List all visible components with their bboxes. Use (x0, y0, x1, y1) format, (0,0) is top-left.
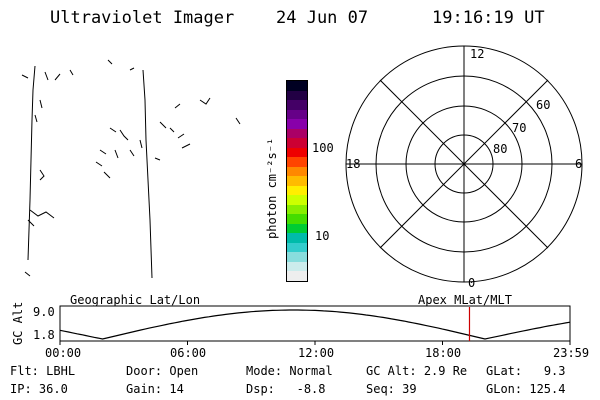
coastline-right (142, 69, 153, 279)
glon-label: GLon: (486, 382, 523, 396)
dsp-value: -8.8 (296, 382, 326, 396)
door-value: Open (169, 364, 199, 378)
colorbar-tick-100: 100 (312, 141, 334, 155)
colorbar-tick-10: 10 (315, 229, 330, 243)
mode-field: Mode: Normal (246, 364, 333, 378)
orbit-x-tick-label-0: 00:00 (45, 346, 82, 360)
gcalt-label: GC Alt: (366, 364, 417, 378)
lat-label-80: 80 (493, 142, 508, 156)
seq-value: 39 (402, 382, 417, 396)
colorbar-segment (287, 138, 307, 149)
colorbar-unit-label: photon cm⁻²s⁻¹ (265, 137, 279, 239)
geographic-label: Geographic Lat/Lon (70, 293, 201, 307)
seq-field: Seq: 39 (366, 382, 417, 396)
orbit-y-top: 9.0 (33, 305, 55, 319)
flt-value: LBHL (46, 364, 76, 378)
colorbar-segment (287, 147, 307, 158)
colorbar-segment (287, 271, 307, 282)
glat-field: GLat: 9.3 (486, 364, 566, 378)
mlt-label-12: 12 (470, 47, 485, 61)
orbit-frame (59, 305, 571, 342)
mlt-label-6: 6 (575, 157, 583, 171)
gcalt-field: GC Alt: 2.9 Re (366, 364, 467, 378)
altitude-curve (59, 309, 571, 340)
door-label: Door: (126, 364, 163, 378)
colorbar-segment (287, 157, 307, 168)
colorbar-segment (287, 242, 307, 253)
gcalt-value: 2.9 Re (423, 364, 468, 378)
app-title: Ultraviolet Imager (50, 8, 235, 28)
colorbar-segment (287, 252, 307, 263)
apex-label: Apex MLat/MLT (418, 293, 512, 307)
orbit-x-tick-label-2: 12:00 (298, 346, 335, 360)
orbit-y-bottom: 1.8 (33, 328, 55, 342)
polar-plot (345, 45, 583, 283)
mlt-label-0: 0 (468, 276, 476, 290)
gain-field: Gain: 14 (126, 382, 184, 396)
mlt-label-18: 18 (346, 157, 361, 171)
dsp-label: Dsp: (246, 382, 275, 396)
coast-fragments-top (21, 59, 135, 81)
colorbar-segment (287, 214, 307, 225)
time-label: 19:16:19 UT (432, 8, 545, 28)
glat-label: GLat: (486, 364, 523, 378)
polar-diagonal-2 (379, 79, 549, 249)
colorbar-segment (287, 109, 307, 120)
orbit-x-tick-label-3: 18:00 (425, 346, 462, 360)
lat-label-70: 70 (512, 121, 527, 135)
colorbar-segment (287, 176, 307, 187)
gain-label: Gain: (126, 382, 163, 396)
lat-label-60: 60 (536, 98, 551, 112)
seq-label: Seq: (366, 382, 395, 396)
orbit-axis-title: GC Alt (11, 301, 25, 345)
colorbar-segment (287, 128, 307, 139)
colorbar-segment (287, 81, 307, 92)
orbit-x-tick-label-1: 06:00 (170, 346, 207, 360)
flt-label: Flt: (10, 364, 39, 378)
colorbar-segment (287, 185, 307, 196)
coast-fragments-right (154, 97, 241, 161)
colorbar (286, 80, 308, 282)
mode-label: Mode: (246, 364, 283, 378)
colorbar-segment (287, 119, 307, 130)
glat-value: 9.3 (543, 364, 566, 378)
colorbar-segment (287, 100, 307, 111)
coastline-left (27, 65, 36, 261)
glon-value: 125.4 (529, 382, 566, 396)
flt-field: Flt: LBHL (10, 364, 75, 378)
gain-value: 14 (169, 382, 184, 396)
coast-fragments-bottom (24, 219, 35, 277)
coast-fragments-left (29, 99, 55, 219)
colorbar-segment (287, 90, 307, 101)
date-label: 24 Jun 07 (276, 8, 369, 28)
colorbar-segment (287, 166, 307, 177)
mode-value: Normal (289, 364, 333, 378)
colorbar-segment (287, 195, 307, 206)
ip-field: IP: 36.0 (10, 382, 68, 396)
door-field: Door: Open (126, 364, 198, 378)
colorbar-segment (287, 223, 307, 234)
orbit-panel (59, 305, 571, 345)
colorbar-segment (287, 233, 307, 244)
dsp-field: Dsp: -8.8 (246, 382, 326, 396)
ip-label: IP: (10, 382, 32, 396)
ip-value: 36.0 (38, 382, 68, 396)
coast-fragments-center (95, 127, 143, 179)
glon-field: GLon: 125.4 (486, 382, 565, 396)
colorbar-segment (287, 261, 307, 272)
orbit-x-tick-label-4: 23:59 (553, 346, 590, 360)
colorbar-segment (287, 204, 307, 215)
